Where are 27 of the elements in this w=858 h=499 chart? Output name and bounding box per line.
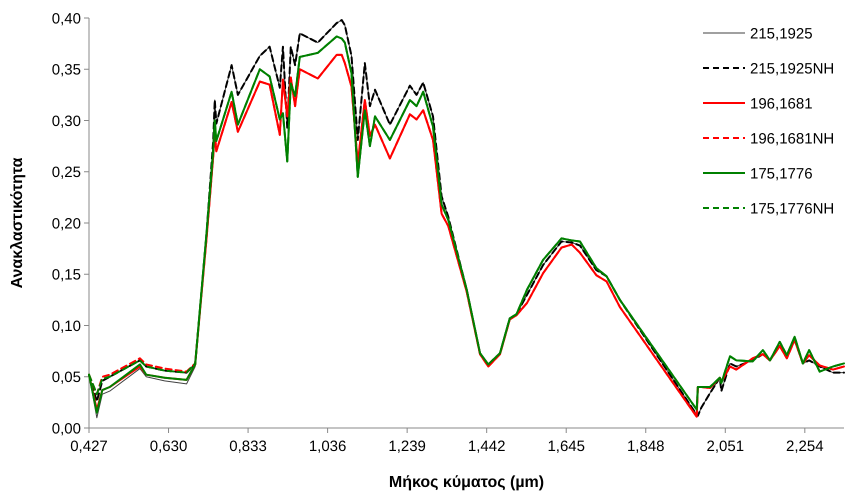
y-tick-label: 0,30	[52, 112, 81, 130]
legend-label: 215,1925	[750, 25, 813, 42]
x-tick-label: 2,254	[786, 438, 824, 455]
legend-label: 215,1925NH	[750, 60, 834, 78]
y-tick-label: 0,05	[52, 369, 81, 386]
y-tick-label: 0,35	[52, 62, 81, 78]
x-tick-label: 1,645	[547, 438, 585, 455]
x-tick-label: 1,848	[626, 438, 665, 455]
x-tick-label: 0,833	[229, 438, 267, 455]
y-tick-label: 0,40	[52, 10, 81, 28]
x-axis-title: Μήκος κύματος (µm)	[388, 474, 544, 491]
y-tick-label: 0,10	[52, 318, 81, 335]
y-tick-label: 0,25	[52, 164, 81, 181]
x-tick-label: 1,239	[388, 438, 426, 455]
x-tick-label: 1,442	[468, 438, 506, 455]
legend-label: 196,1681NH	[750, 130, 834, 148]
y-tick-label: 0,20	[52, 215, 81, 232]
x-tick-label: 0,630	[150, 438, 188, 455]
y-tick-label: 0,15	[52, 266, 81, 284]
y-axis-title: Ανακλαστικότητα	[9, 157, 26, 288]
y-tick-label: 0,00	[52, 420, 81, 438]
x-tick-label: 1,036	[308, 438, 346, 455]
legend-label: 175,1776NH	[750, 200, 834, 218]
x-tick-label: 2,051	[706, 438, 744, 455]
legend-label: 175,1776	[750, 165, 813, 182]
legend-label: 196,1681	[750, 95, 813, 112]
x-tick-label: 0,427	[70, 438, 108, 455]
